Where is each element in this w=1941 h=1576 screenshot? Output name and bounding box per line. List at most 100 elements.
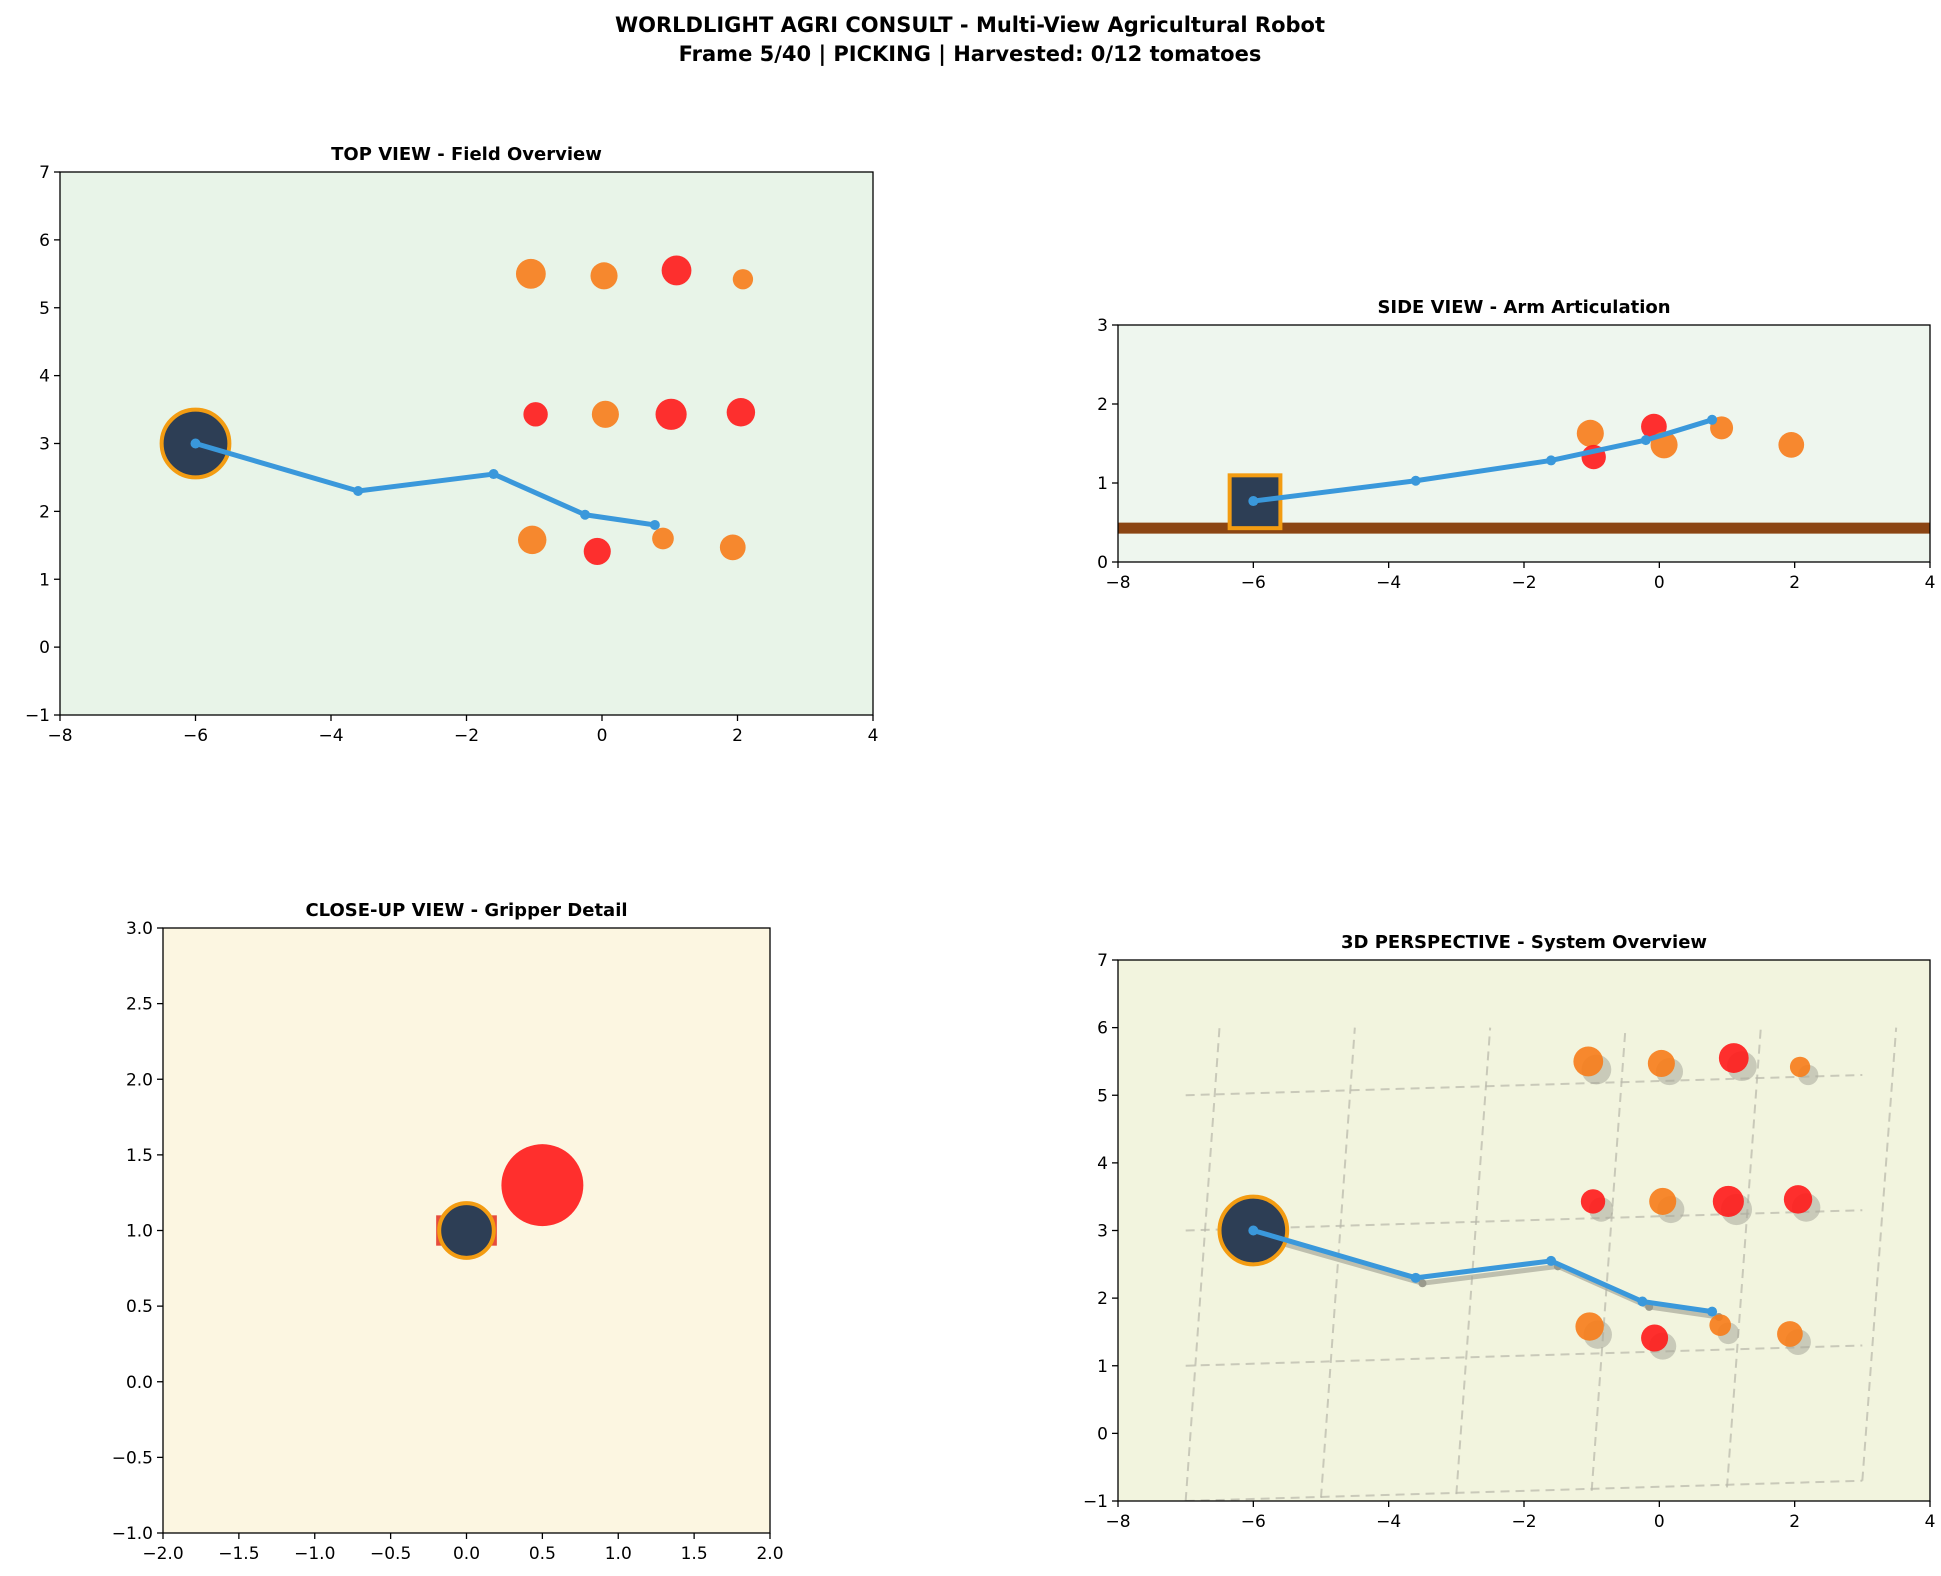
y-tick-label: 1 <box>1097 474 1108 494</box>
tomato-unripe <box>591 400 619 428</box>
y-tick-label: 4 <box>1097 1154 1108 1174</box>
arm-joint <box>1546 455 1557 466</box>
arm-joint <box>580 509 591 520</box>
y-tick-label: 6 <box>1097 1019 1108 1039</box>
tomato-unripe <box>1789 1056 1811 1077</box>
plot-area <box>159 255 756 565</box>
x-tick-label: 4 <box>1925 1512 1936 1532</box>
y-tick-label: 7 <box>1097 951 1108 971</box>
y-tick-label: 1 <box>39 570 50 590</box>
arm-joint <box>488 469 499 480</box>
arm-joint <box>1410 475 1421 486</box>
y-tick-label: 2.0 <box>126 1070 153 1090</box>
x-tick-label: −1.0 <box>294 1544 335 1564</box>
y-tick-label: 3 <box>1097 316 1108 336</box>
tomato-unripe <box>732 269 754 290</box>
x-tick-label: −6 <box>1241 573 1266 593</box>
y-tick-label: 0.0 <box>126 1373 153 1393</box>
arm-joint <box>1640 435 1651 446</box>
plot-area <box>1184 1027 1898 1501</box>
tomato-ripe <box>661 255 692 286</box>
x-tick-label: 2.0 <box>756 1544 783 1564</box>
x-tick-label: −2 <box>1511 573 1536 593</box>
y-tick-label: 7 <box>39 163 50 183</box>
figure-title-line1: WORLDLIGHT AGRI CONSULT - Multi-View Agr… <box>615 13 1325 37</box>
tomato-unripe <box>1777 1321 1803 1347</box>
x-tick-label: 2 <box>1789 573 1800 593</box>
perspective-grid-line <box>1455 1027 1492 1495</box>
tomato-ripe <box>1712 1185 1744 1217</box>
perspective-grid-line <box>1590 1027 1627 1491</box>
y-tick-label: 1 <box>1097 1357 1108 1377</box>
y-tick-label: 5 <box>39 299 50 319</box>
x-tick-label: 0 <box>1654 573 1665 593</box>
tomato-ripe <box>523 402 548 427</box>
y-tick-label: 0 <box>39 638 50 658</box>
y-tick-label: 5 <box>1097 1086 1108 1106</box>
gripper-body <box>437 1201 496 1260</box>
panel-title: 3D PERSPECTIVE - System Overview <box>1341 932 1707 953</box>
perspective-grid-line <box>1320 1027 1356 1498</box>
x-tick-label: 0.0 <box>453 1544 480 1564</box>
y-tick-label: −1 <box>25 706 50 726</box>
perspective-grid-line <box>1861 1027 1898 1481</box>
y-tick-label: 0 <box>1097 553 1108 573</box>
x-tick-label: −4 <box>1376 1512 1401 1532</box>
y-tick-label: 2 <box>1097 395 1108 415</box>
panel-title: SIDE VIEW - Arm Articulation <box>1377 297 1670 318</box>
arm-joint <box>1546 1255 1557 1266</box>
x-tick-label: −8 <box>47 726 72 746</box>
tomato-unripe <box>719 534 746 561</box>
perspective-grid-line <box>1185 1344 1863 1367</box>
y-tick-label: 2 <box>39 502 50 522</box>
side-view-panel: −8 −6 −4 −2 0 2 4 0 1 2 3 SIDE VIEW - Arm Articulat… <box>1097 297 1935 593</box>
x-tick-label: 1.0 <box>605 1544 632 1564</box>
arm-joint <box>1637 1296 1648 1307</box>
x-tick-label: 0.5 <box>529 1544 556 1564</box>
arm-shadow-joint <box>1418 1279 1427 1288</box>
tomato-unripe <box>515 258 546 289</box>
y-tick-label: 2.5 <box>126 995 153 1015</box>
perspective-grid-line <box>1185 1073 1863 1097</box>
x-tick-label: 2 <box>1789 1512 1800 1532</box>
top-view-panel: −8 −6 −4 −2 0 2 4 −1 0 1 2 3 4 5 6 7 TOP VIEW - Field Ov… <box>25 144 878 746</box>
y-tick-label: −1 <box>1083 1492 1108 1512</box>
perspective-view-panel: −8 −6 −4 −2 0 2 4 −1 0 1 2 3 4 5 6 7 3D PERSPECTIVE - Sy… <box>1083 932 1935 1532</box>
arm-joint <box>1248 1225 1259 1236</box>
plot-area <box>436 1144 584 1260</box>
perspective-grid-line <box>1185 1479 1863 1501</box>
tomato-unripe <box>1647 1049 1675 1077</box>
tomato-unripe <box>1573 1046 1604 1077</box>
tomato-unripe <box>517 525 547 555</box>
perspective-grid-line <box>1184 1027 1221 1501</box>
x-tick-label: 0 <box>597 726 608 746</box>
y-tick-label: 1.0 <box>126 1222 153 1242</box>
y-tick-label: 0 <box>1097 1424 1108 1444</box>
arm-joint <box>353 486 364 497</box>
x-tick-label: −4 <box>318 726 343 746</box>
y-tick-label: 3 <box>1097 1222 1108 1242</box>
tomato-unripe <box>652 527 674 550</box>
arm-joint <box>190 438 201 449</box>
x-tick-label: −2 <box>1511 1512 1536 1532</box>
arm-joint <box>1248 496 1259 507</box>
y-tick-label: 2 <box>1097 1289 1108 1309</box>
panel-title: TOP VIEW - Field Overview <box>331 144 602 165</box>
tomato-ripe <box>1641 1324 1669 1352</box>
y-tick-label: 1.5 <box>126 1146 153 1166</box>
tomato-unripe <box>1649 1187 1677 1215</box>
figure-title-line2: Frame 5/40 | PICKING | Harvested: 0/12 t… <box>679 42 1262 67</box>
x-tick-label: −8 <box>1105 573 1130 593</box>
x-tick-label: −2.0 <box>142 1544 183 1564</box>
tomato-ripe <box>726 398 756 427</box>
y-tick-label: −1.0 <box>112 1524 153 1544</box>
tomato-ripe <box>655 398 687 430</box>
x-tick-label: −6 <box>183 726 208 746</box>
tomato-ripe <box>1718 1043 1749 1073</box>
x-tick-label: −2 <box>454 726 479 746</box>
x-tick-label: −6 <box>1241 1512 1266 1532</box>
arm-joint <box>1707 414 1718 425</box>
x-tick-label: −4 <box>1376 573 1401 593</box>
x-tick-label: −1.5 <box>218 1544 259 1564</box>
tomato-ripe <box>583 537 611 565</box>
